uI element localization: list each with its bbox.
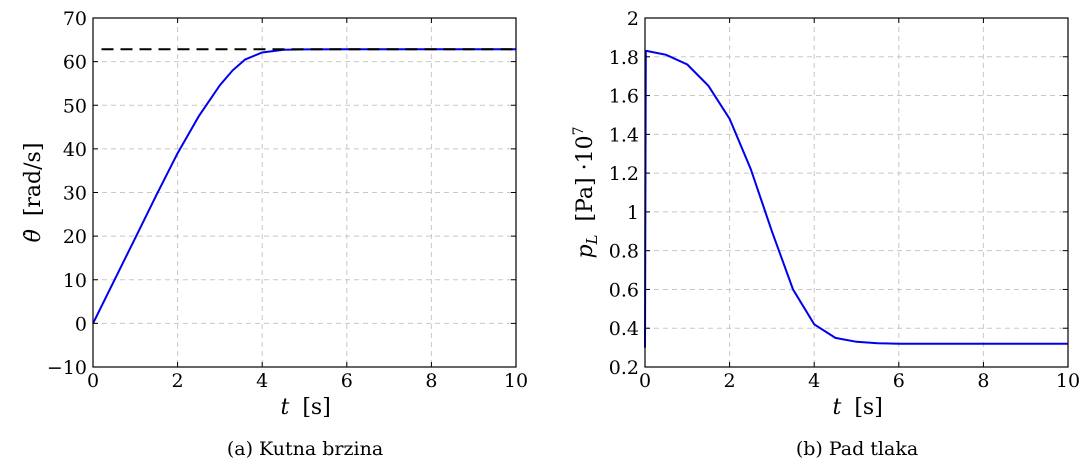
x-tick-label: 0 [87, 370, 99, 392]
y-tick-label: 1.8 [609, 47, 639, 69]
y-tick-label: 0.6 [609, 279, 639, 301]
caption-a: (a) Kutna brzina [227, 438, 383, 460]
x-tick-label: 2 [172, 370, 184, 392]
x-axis-label: t [s] [281, 395, 331, 420]
y-tick-label: 1 [627, 202, 639, 224]
series-line [92, 48, 516, 324]
x-tick-label: 4 [808, 370, 820, 392]
y-tick-label: −10 [47, 357, 87, 379]
chart-pressure-drop: 0 2 4 6 8 100.20.40.60.811.21.41.61.82 t [s] … [571, 8, 1080, 460]
x-tick-label: 2 [724, 370, 736, 392]
y-axis-label: θ̇ [rad/s] [21, 143, 46, 243]
x-tick-label: 6 [341, 370, 353, 392]
y-tick-label: 1.6 [609, 86, 639, 108]
y-tick-label: 30 [63, 183, 87, 205]
y-tick-label: 2 [627, 8, 639, 30]
y-tick-label: 60 [63, 52, 87, 74]
x-axis-label: t [s] [833, 395, 883, 420]
y-tick-label: 0.2 [609, 357, 639, 379]
x-tick-label: 10 [1056, 370, 1080, 392]
caption-b: (b) Pad tlaka [796, 438, 918, 460]
y-tick-label: 0 [75, 313, 87, 335]
x-tick-label: 6 [893, 370, 905, 392]
y-tick-label: 20 [63, 226, 87, 248]
y-tick-label: 1.4 [609, 124, 639, 146]
x-tick-label: 8 [425, 370, 437, 392]
x-tick-label: 8 [977, 370, 989, 392]
y-tick-label: 0.8 [609, 241, 639, 263]
y-tick-label: 50 [63, 95, 87, 117]
x-tick-label: 10 [504, 370, 528, 392]
y-tick-label: 40 [63, 139, 87, 161]
plot-frame [644, 17, 1069, 368]
y-tick-label: 1.2 [609, 163, 639, 185]
y-tick-label: 0.4 [609, 318, 639, 340]
y-tick-label: 10 [63, 270, 87, 292]
series-line [644, 50, 1068, 348]
y-axis-label: pL [Pa] ·107 [571, 126, 603, 258]
x-tick-label: 4 [256, 370, 268, 392]
y-tick-label: 70 [63, 8, 87, 30]
x-tick-label: 0 [639, 370, 651, 392]
